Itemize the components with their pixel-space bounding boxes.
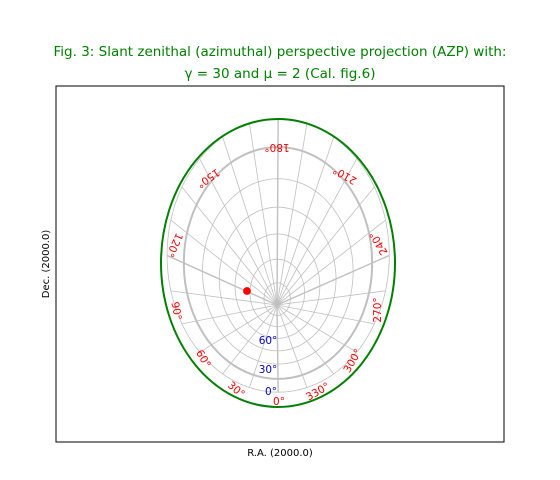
- meridian-line: [170, 290, 278, 306]
- parallel-ring: [263, 282, 291, 316]
- parallel-ring: [202, 178, 354, 365]
- ra-tick-label: 330°: [304, 380, 332, 403]
- meridian-line: [276, 136, 335, 306]
- meridian-line: [222, 304, 278, 375]
- meridian-line: [249, 123, 278, 306]
- meridian-line: [181, 304, 278, 325]
- y-axis-label: Dec. (2000.0): [41, 230, 52, 299]
- ra-tick-label: 180°: [264, 141, 289, 153]
- meridian-line: [276, 304, 375, 325]
- dec-tick-label: 0°: [265, 386, 277, 398]
- parallel-ring: [249, 258, 305, 327]
- ra-tick-label: 210°: [331, 163, 359, 186]
- graticule: [160, 118, 396, 408]
- meridian-line: [199, 304, 278, 353]
- plot-frame: [55, 85, 505, 443]
- meridian-line: [276, 290, 386, 306]
- meridian-line: [249, 304, 278, 388]
- parallel-ring: [218, 206, 337, 352]
- meridian-line: [276, 304, 308, 388]
- meridian-line: [276, 186, 375, 306]
- ra-tick-label: 0°: [273, 396, 285, 408]
- ra-tick-label: 150°: [194, 166, 222, 190]
- meridian-line: [276, 254, 390, 306]
- meridian-line: [166, 254, 278, 306]
- limb-ring: [182, 146, 374, 380]
- ra-tick-label: 30°: [225, 379, 247, 400]
- ra-tick-label: 120°: [163, 231, 185, 259]
- meridian-line: [170, 219, 278, 306]
- meridian-line: [181, 186, 278, 306]
- meridian-line: [199, 158, 278, 306]
- parallel-ring: [166, 118, 390, 393]
- projection-border: [160, 118, 396, 408]
- meridian-line: [276, 123, 308, 306]
- dec-tick-label: 30°: [259, 364, 278, 376]
- data-point-marker: [243, 287, 251, 295]
- meridian-line: [222, 136, 278, 306]
- x-axis-label: R.A. (2000.0): [247, 448, 313, 459]
- meridian-line: [276, 158, 358, 306]
- ra-tick-label: 300°: [341, 347, 364, 375]
- chart-title-line2: γ = 30 and μ = 2 (Cal. fig.6): [185, 66, 376, 82]
- meridian-line: [276, 118, 279, 306]
- chart-title-line1: Fig. 3: Slant zenithal (azimuthal) persp…: [54, 44, 507, 60]
- ra-tick-label: 270°: [372, 297, 384, 322]
- meridian-line: [276, 304, 279, 393]
- parallel-ring: [234, 233, 321, 339]
- meridian-line: [276, 304, 357, 353]
- meridian-line: [276, 304, 335, 375]
- ra-tick-label: 90°: [168, 301, 183, 321]
- dec-tick-label: 60°: [259, 335, 278, 347]
- meridian-line: [276, 219, 386, 306]
